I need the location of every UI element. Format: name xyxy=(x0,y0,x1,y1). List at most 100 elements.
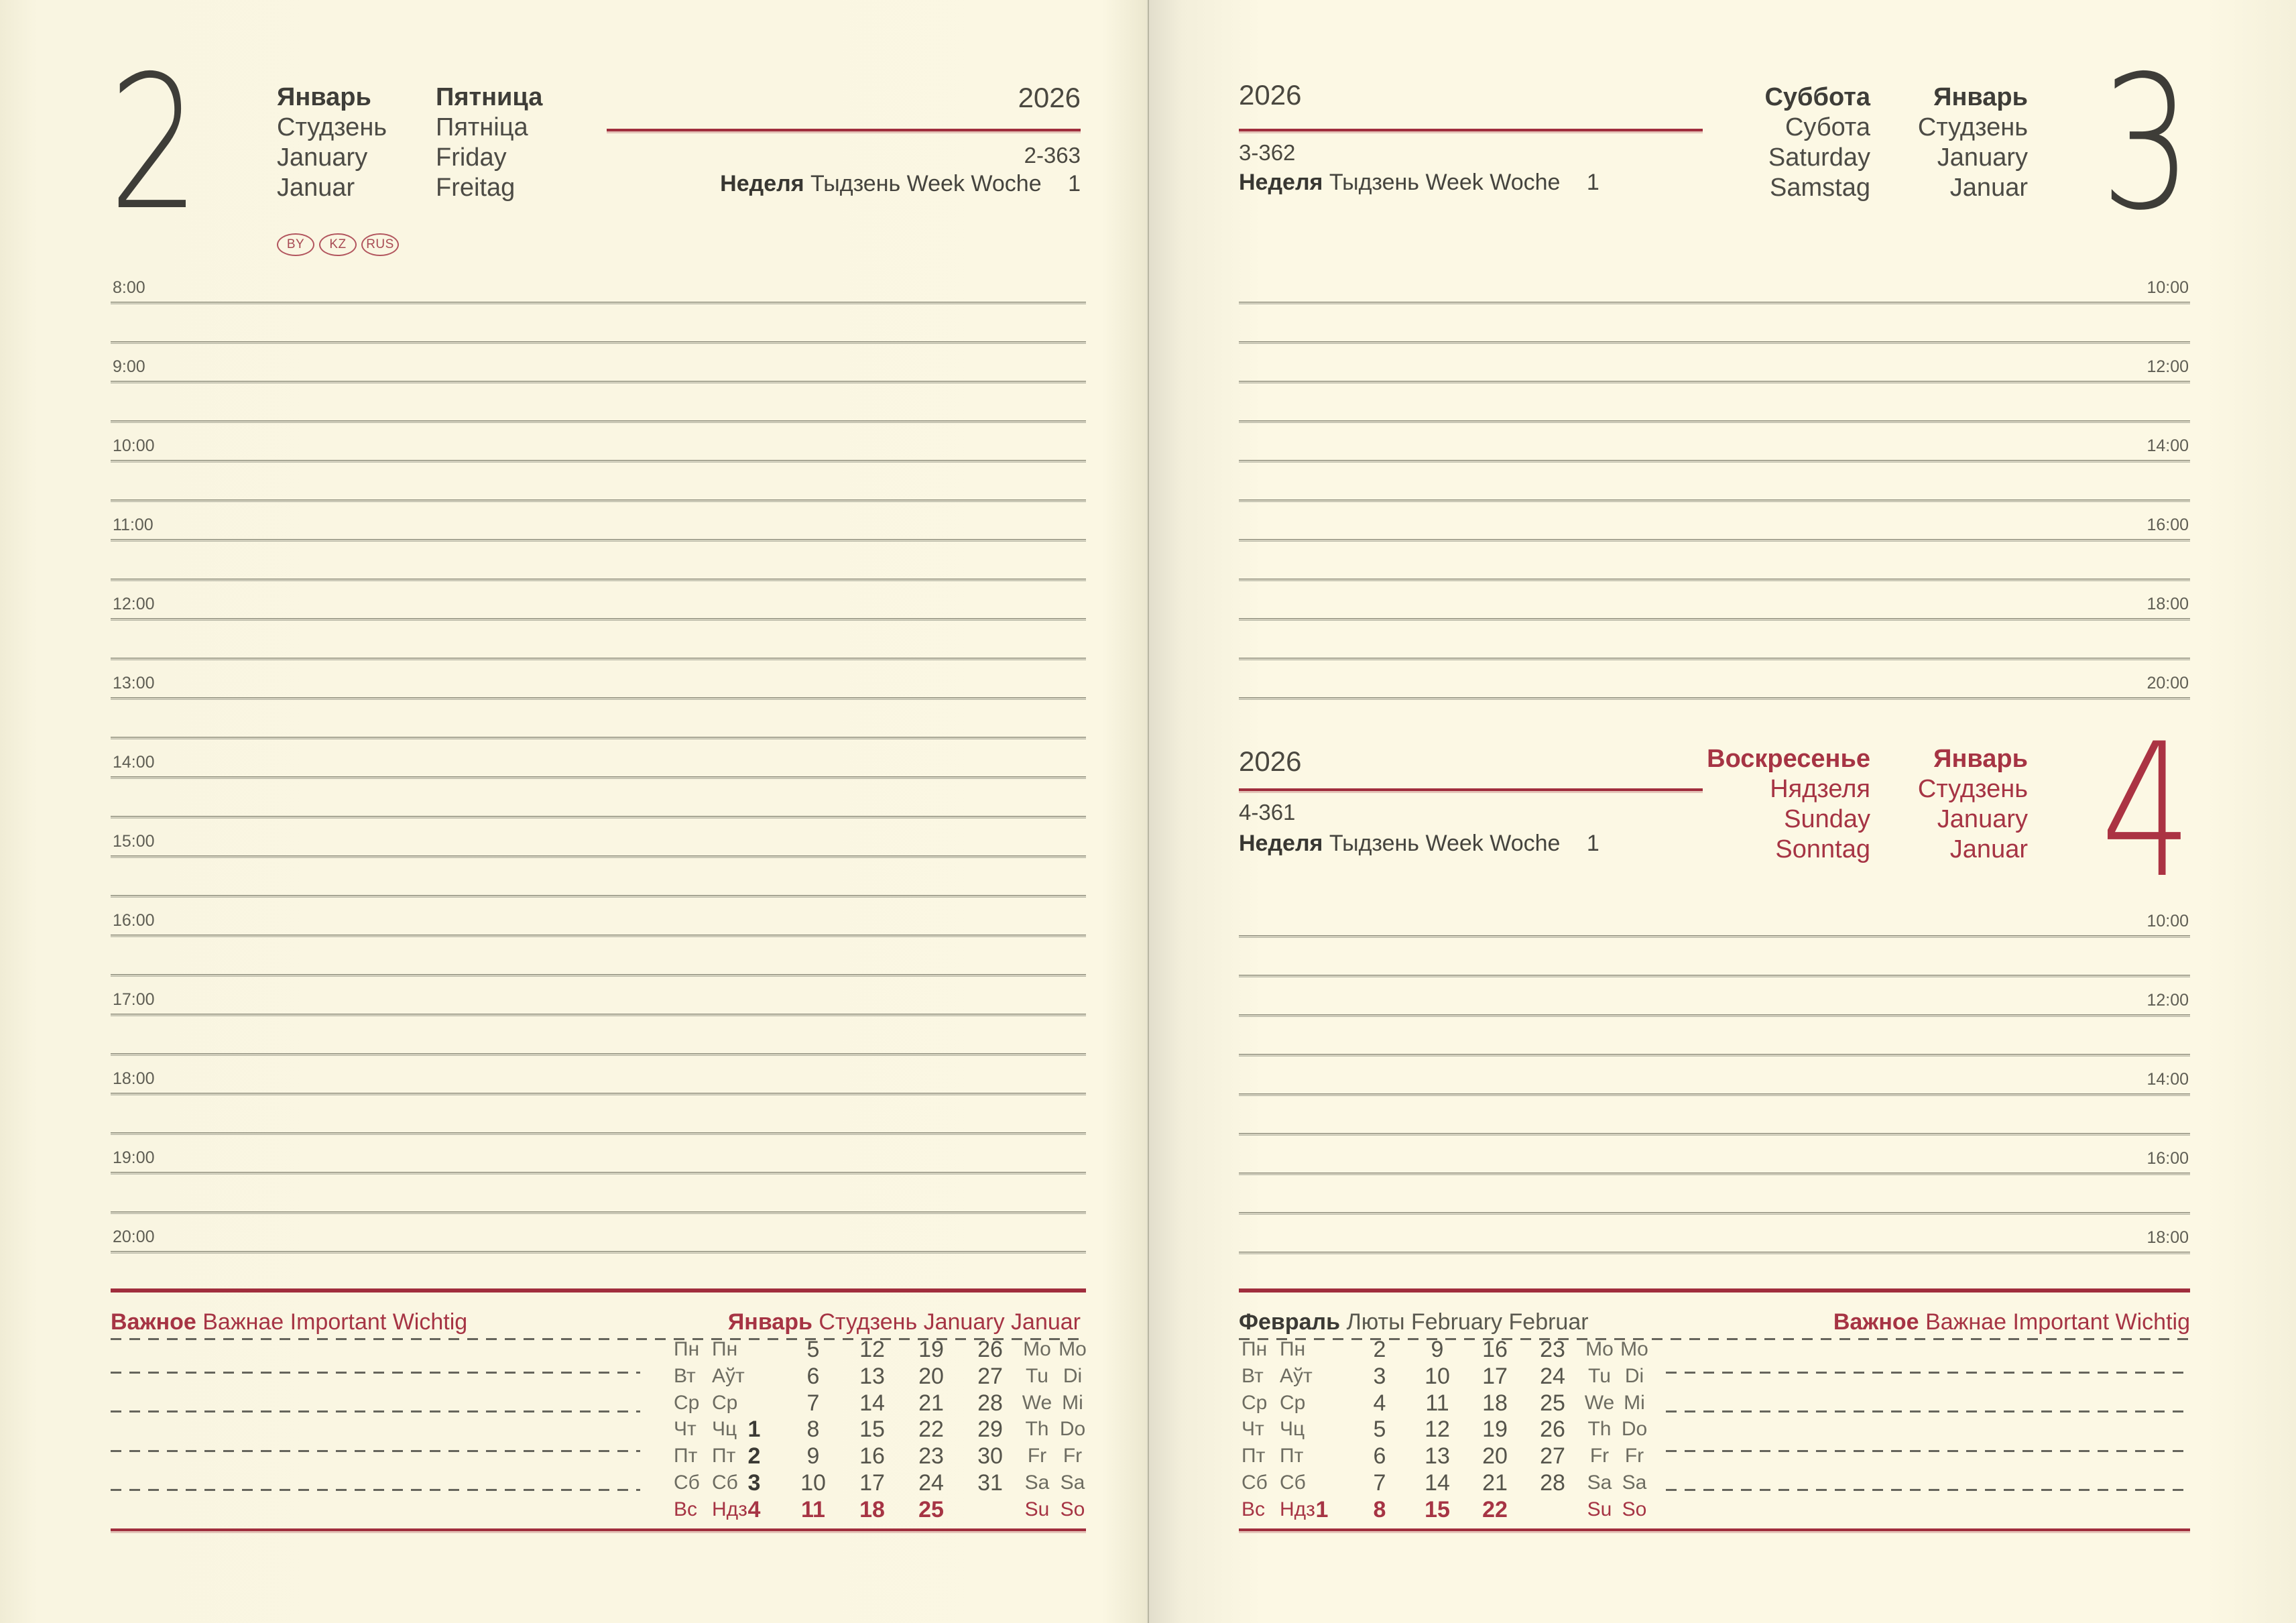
hour-rule xyxy=(111,697,1086,700)
hour-rule xyxy=(1239,460,2190,463)
left-month-stack: Январь Студзень January Januar xyxy=(277,82,387,203)
half-interval-rule xyxy=(1239,975,2190,977)
hour-rule xyxy=(1239,302,2190,304)
left-day-of-year: 2-363 xyxy=(1024,143,1081,168)
hour-rule xyxy=(111,302,1086,304)
hour-rule xyxy=(1239,539,2190,542)
calendar-date: 21 xyxy=(1482,1470,1508,1496)
half-interval-rule xyxy=(1239,420,2190,423)
day4-header-red-rule xyxy=(1239,788,1703,791)
calendar-date: 28 xyxy=(977,1390,1003,1416)
calendar-weekday-en: Tu xyxy=(1588,1364,1611,1387)
time-label: 16:00 xyxy=(2147,1149,2189,1168)
weekday-name-by: Нядзеля xyxy=(1770,775,1870,803)
calendar-weekday-by: Ср xyxy=(1280,1391,1306,1414)
day3-year: 2026 xyxy=(1239,79,1302,111)
calendar-date: 29 xyxy=(977,1417,1003,1443)
calendar-date: 23 xyxy=(1540,1337,1565,1362)
calendar-date: 31 xyxy=(977,1470,1003,1496)
week-word-de: Woche xyxy=(1490,170,1561,195)
calendar-date: 9 xyxy=(1431,1337,1444,1362)
important-en: Important xyxy=(2012,1309,2110,1335)
hour-rule xyxy=(111,855,1086,858)
half-interval-rule xyxy=(1239,499,2190,502)
half-interval-rule xyxy=(111,579,1086,581)
calendar-date: 8 xyxy=(1373,1496,1386,1522)
month-name-de: Januar xyxy=(1949,174,2028,202)
calendar-weekday-ru: Пн xyxy=(1242,1338,1268,1360)
half-interval-rule xyxy=(111,895,1086,898)
calendar-date: 20 xyxy=(1482,1443,1508,1469)
notes-dash-line xyxy=(1666,1489,2190,1491)
calendar-date: 25 xyxy=(1540,1390,1565,1416)
day4-week-line: Неделя Тыдзень Week Woche 1 xyxy=(1239,830,1599,857)
calendar-weekday-ru: Пт xyxy=(1242,1445,1266,1467)
hour-rule xyxy=(1239,935,2190,938)
calendar-date: 3 xyxy=(747,1470,761,1496)
left-important-title: Важное Важнае Important Wichtig xyxy=(111,1309,467,1335)
calendar-date: 11 xyxy=(1425,1390,1449,1416)
calendar-date: 24 xyxy=(1540,1363,1565,1389)
calendar-date: 10 xyxy=(800,1470,826,1496)
hour-rule xyxy=(111,1093,1086,1095)
calendar-weekday-de: Do xyxy=(1059,1418,1086,1441)
left-weekday-stack: Пятница Пятніца Friday Freitag xyxy=(436,82,542,203)
day3-week-line: Неделя Тыдзень Week Woche 1 xyxy=(1239,169,1599,196)
calendar-date: 16 xyxy=(1482,1337,1508,1362)
month-name-by: Студзень xyxy=(1917,775,2028,803)
hour-rule xyxy=(1239,381,2190,383)
important-de: Wichtig xyxy=(392,1309,468,1335)
time-label: 10:00 xyxy=(2147,278,2189,297)
calendar-weekday-by: Пн xyxy=(712,1338,738,1360)
month-name-by: Студзень xyxy=(1917,113,2028,141)
month-name-ru: Январь xyxy=(1933,83,2028,111)
half-interval-rule xyxy=(111,816,1086,819)
notes-dash-line xyxy=(1666,1450,2190,1452)
day4-number: 4 xyxy=(2100,704,2192,918)
day3-number: 3 xyxy=(2100,36,2192,251)
calendar-date: 1 xyxy=(1315,1496,1329,1522)
badge-by: BY xyxy=(277,233,314,256)
calendar-weekday-by: Сб xyxy=(712,1471,738,1494)
calendar-date: 28 xyxy=(1540,1470,1565,1496)
left-header-red-rule xyxy=(607,129,1081,131)
week-word-by: Тыдзень xyxy=(1329,170,1420,195)
hour-rule xyxy=(111,539,1086,542)
day3-header-red-rule xyxy=(1239,129,1703,131)
week-number: 1 xyxy=(1586,831,1599,856)
time-label: 10:00 xyxy=(113,436,155,455)
calendar-date: 1 xyxy=(747,1417,761,1443)
time-label: 13:00 xyxy=(113,674,155,693)
calendar-date: 16 xyxy=(859,1443,885,1469)
time-label: 14:00 xyxy=(113,753,155,772)
calendar-date: 4 xyxy=(747,1496,761,1522)
calendar-weekday-de: Mo xyxy=(1059,1338,1087,1360)
hour-rule xyxy=(1239,1014,2190,1017)
time-label: 12:00 xyxy=(113,595,155,613)
weekday-name-de: Sonntag xyxy=(1775,835,1870,863)
right-footer-month-title: Февраль Люты February Februar xyxy=(1239,1309,1589,1335)
weekday-name-ru: Пятница xyxy=(436,83,543,111)
calendar-date: 2 xyxy=(1373,1337,1386,1362)
calendar-weekday-ru: Вт xyxy=(674,1364,696,1387)
half-interval-rule xyxy=(111,499,1086,502)
calendar-weekday-de: Di xyxy=(1624,1364,1644,1387)
weekday-name-en: Friday xyxy=(436,143,507,172)
month-name-en: January xyxy=(277,143,368,172)
important-by: Важнае xyxy=(202,1309,284,1335)
time-label: 18:00 xyxy=(113,1069,155,1088)
week-word-en: Week xyxy=(1425,831,1484,856)
time-label: 12:00 xyxy=(2147,357,2189,376)
week-word-de: Woche xyxy=(1490,831,1561,856)
half-interval-rule xyxy=(111,737,1086,739)
time-label: 9:00 xyxy=(113,357,145,376)
calendar-date: 2 xyxy=(747,1443,761,1469)
footer-month-ru: Февраль xyxy=(1239,1309,1341,1335)
weekday-name-de: Samstag xyxy=(1770,174,1870,202)
calendar-date: 6 xyxy=(806,1363,820,1389)
calendar-date: 14 xyxy=(859,1390,885,1416)
footer-month-ru: Январь xyxy=(727,1309,812,1335)
page-gutter xyxy=(1148,0,1149,1623)
calendar-date: 8 xyxy=(806,1417,820,1443)
